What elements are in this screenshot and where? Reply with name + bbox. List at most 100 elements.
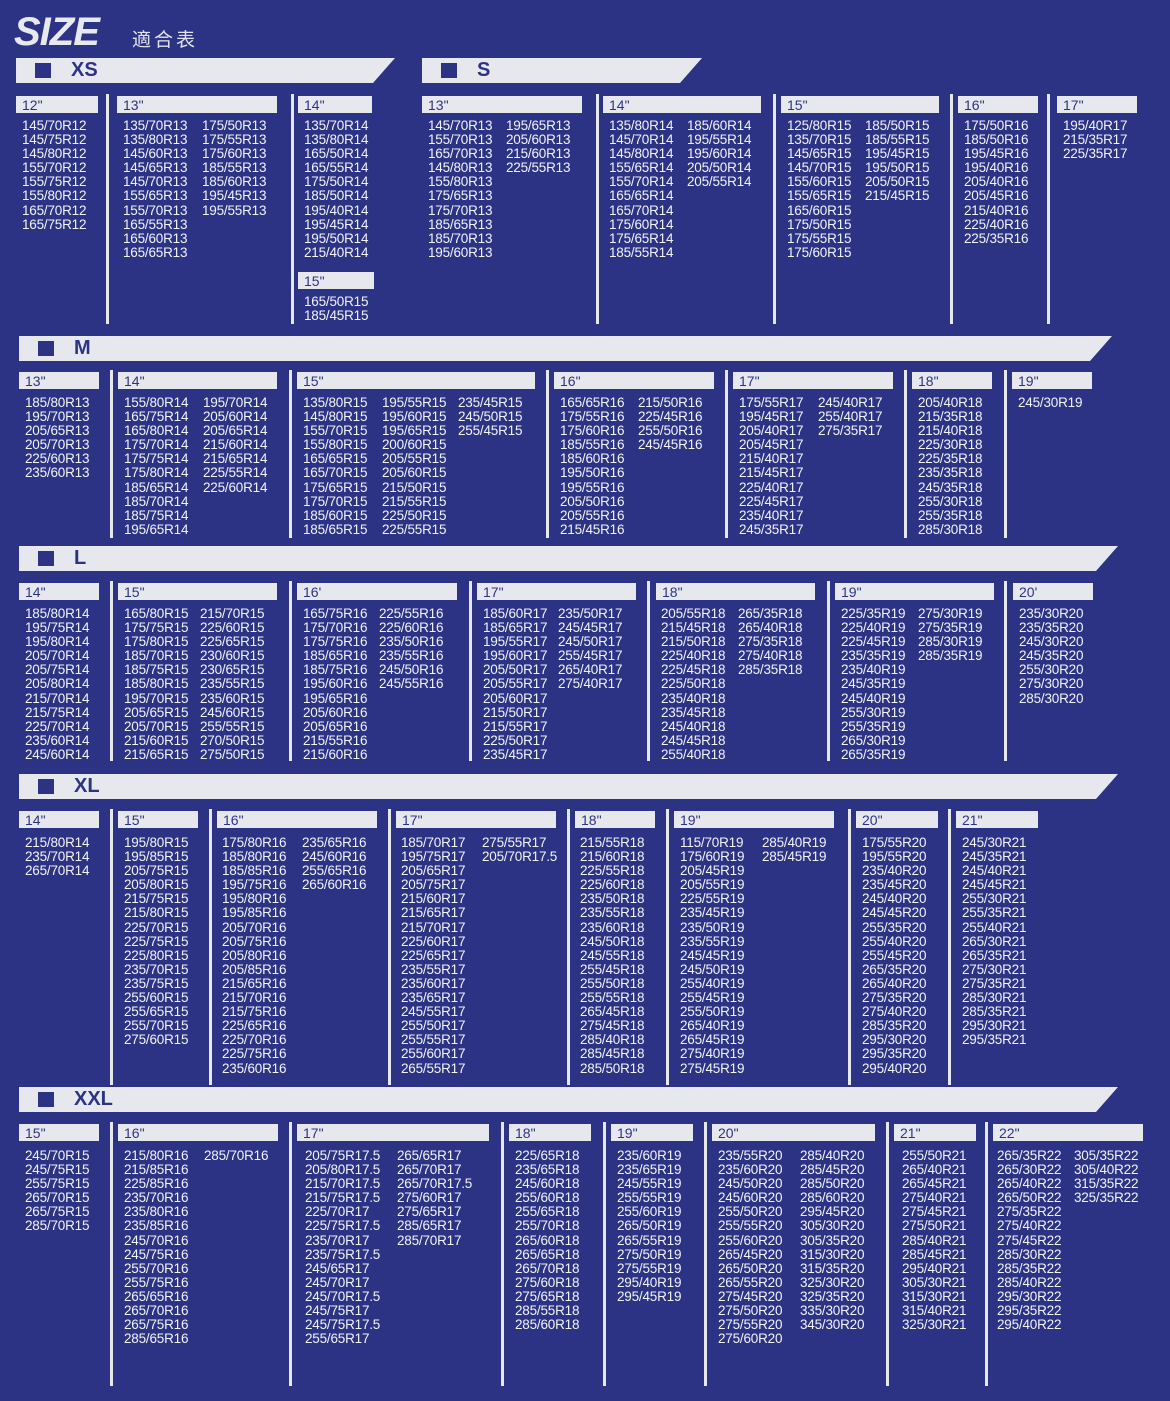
rim-size-header: 19" xyxy=(674,811,834,828)
tire-size: 185/50R15 xyxy=(865,118,930,133)
tire-size: 215/75R14 xyxy=(25,704,90,720)
tire-size: 175/55R16 xyxy=(560,409,625,425)
section-label: L xyxy=(74,547,87,569)
tire-size: 175/60R15 xyxy=(787,244,852,260)
tire-size: 265/30R21 xyxy=(962,933,1027,949)
tire-size: 325/35R22 xyxy=(1074,1190,1139,1206)
tire-size: 270/50R15 xyxy=(200,732,265,748)
column-divider xyxy=(886,1122,889,1386)
tire-size-list: 135/70R14 135/80R14 165/50R14 165/55R14 175/… xyxy=(304,118,369,260)
tire-size-list: 185/60R17 185/65R17 195/55R17 195/60R17 205/… xyxy=(483,606,548,762)
tire-size: 245/60R18 xyxy=(515,1176,580,1192)
tire-size: 245/55R16 xyxy=(379,676,444,692)
tire-size: 215/80R14 xyxy=(25,835,90,850)
tire-size: 245/50R18 xyxy=(580,933,645,949)
tire-size-list: 185/80R13 195/70R13 205/65R13 205/70R13 225/… xyxy=(25,395,89,481)
tire-size-list: 135/70R13 135/80R13 145/60R13 145/65R13 145/… xyxy=(123,118,188,260)
section-band: S xyxy=(422,58,702,83)
tire-size-list: 235/30R20 235/35R20 245/30R20 245/35R20 255/… xyxy=(1019,606,1083,706)
tire-size: 235/55R17 xyxy=(401,961,466,977)
tire-size: 195/70R14 xyxy=(203,395,268,410)
tire-size: 245/75R17 xyxy=(305,1303,370,1319)
tire-size: 195/60R14 xyxy=(687,146,752,162)
tire-size: 125/80R15 xyxy=(787,118,852,133)
rim-size-header: 17" xyxy=(297,1124,489,1141)
tire-size-list: 165/50R15 185/45R15 xyxy=(304,294,368,323)
tire-size: 235/85R16 xyxy=(124,1218,189,1234)
tire-size: 255/50R21 xyxy=(902,1148,967,1163)
tire-size: 275/55R17 xyxy=(482,835,547,850)
tire-size: 265/40R20 xyxy=(862,975,927,991)
column-divider xyxy=(647,581,650,761)
tire-size: 275/35R22 xyxy=(997,1204,1062,1220)
tire-size: 295/40R20 xyxy=(862,1060,927,1076)
tire-size: 265/70R18 xyxy=(515,1260,580,1276)
tire-size: 175/80R14 xyxy=(124,465,189,481)
size-section: XL 14" 215/80R14 235/70R14 265/70R14 15" 195/8… xyxy=(0,774,1170,1100)
section-band: XL xyxy=(19,774,1118,799)
tire-size: 235/70R16 xyxy=(124,1190,189,1206)
tire-size: 185/80R15 xyxy=(124,676,189,692)
tire-size: 275/65R18 xyxy=(515,1288,580,1304)
tire-size: 185/60R13 xyxy=(202,174,267,190)
band-square-icon xyxy=(38,779,54,794)
tire-size: 215/50R18 xyxy=(661,634,726,650)
tire-size: 215/70R17.5 xyxy=(305,1176,381,1192)
tire-size: 135/70R13 xyxy=(123,118,188,133)
tire-size: 255/40R20 xyxy=(862,933,927,949)
tire-size-list: 195/65R13 205/60R13 215/60R13 225/55R13 xyxy=(506,118,570,175)
tire-size: 265/70R16 xyxy=(124,1303,189,1319)
tire-size: 235/50R18 xyxy=(580,891,645,907)
tire-size: 245/75R15 xyxy=(25,1162,90,1178)
tire-size: 285/45R18 xyxy=(580,1046,645,1062)
tire-size: 255/45R19 xyxy=(680,990,745,1006)
tire-size: 245/30R19 xyxy=(1018,395,1083,410)
rim-size-header: 16" xyxy=(958,96,1038,113)
tire-size: 255/60R15 xyxy=(124,990,189,1006)
tire-size: 275/40R19 xyxy=(680,1046,745,1062)
tire-size: 185/85R16 xyxy=(222,863,287,879)
rim-size-header: 17" xyxy=(477,583,636,600)
column-divider xyxy=(501,1122,504,1386)
tire-size: 285/70R16 xyxy=(204,1148,269,1163)
tire-size: 275/55R19 xyxy=(617,1260,682,1276)
tire-size: 215/40R17 xyxy=(739,451,804,467)
tire-size: 225/65R15 xyxy=(200,634,265,650)
tire-size: 185/70R15 xyxy=(124,648,189,664)
tire-size-list: 115/70R19 175/60R19 205/45R19 205/55R19 225/… xyxy=(680,835,745,1076)
tire-size: 265/35R18 xyxy=(738,606,803,621)
tire-size: 205/60R17 xyxy=(483,690,548,706)
tire-size: 285/30R21 xyxy=(962,990,1027,1006)
title-main: SIZE xyxy=(14,10,100,54)
tire-size: 255/50R20 xyxy=(718,1204,783,1220)
tire-size: 245/70R16 xyxy=(124,1232,189,1248)
tire-size: 245/60R16 xyxy=(302,849,367,865)
tire-size: 285/50R18 xyxy=(580,1060,645,1076)
tire-size: 255/65R15 xyxy=(124,1004,189,1020)
tire-size: 265/70R17.5 xyxy=(397,1176,473,1192)
tire-size: 215/60R16 xyxy=(303,746,368,762)
tire-size: 195/45R14 xyxy=(304,216,369,232)
tire-size-list: 235/45R15 245/50R15 255/45R15 xyxy=(458,395,522,438)
tire-size: 215/45R17 xyxy=(739,465,804,481)
tire-size: 185/70R14 xyxy=(124,493,189,509)
column-divider xyxy=(904,370,907,538)
tire-size: 205/75R14 xyxy=(25,662,90,678)
tire-size: 235/70R14 xyxy=(25,849,90,865)
tire-size-list: 255/50R21 265/40R21 265/45R21 275/40R21 275/… xyxy=(902,1148,967,1332)
tire-size: 215/40R18 xyxy=(918,423,983,439)
tire-size: 195/45R17 xyxy=(739,409,804,425)
tire-size: 265/40R22 xyxy=(997,1176,1062,1192)
tire-size: 165/80R14 xyxy=(124,423,189,439)
tire-size: 235/40R18 xyxy=(661,690,726,706)
tire-size: 175/65R14 xyxy=(609,230,674,246)
tire-size: 175/55R20 xyxy=(862,835,927,850)
tire-size: 215/55R17 xyxy=(483,718,548,734)
tire-size: 255/70R16 xyxy=(124,1260,189,1276)
tire-size: 195/60R17 xyxy=(483,648,548,664)
tire-size: 295/40R19 xyxy=(617,1274,682,1290)
rim-size-header: 20" xyxy=(712,1124,875,1141)
tire-size: 205/75R17.5 xyxy=(305,1148,381,1163)
tire-size: 295/35R21 xyxy=(962,1032,1027,1048)
tire-size: 165/75R14 xyxy=(124,409,189,425)
